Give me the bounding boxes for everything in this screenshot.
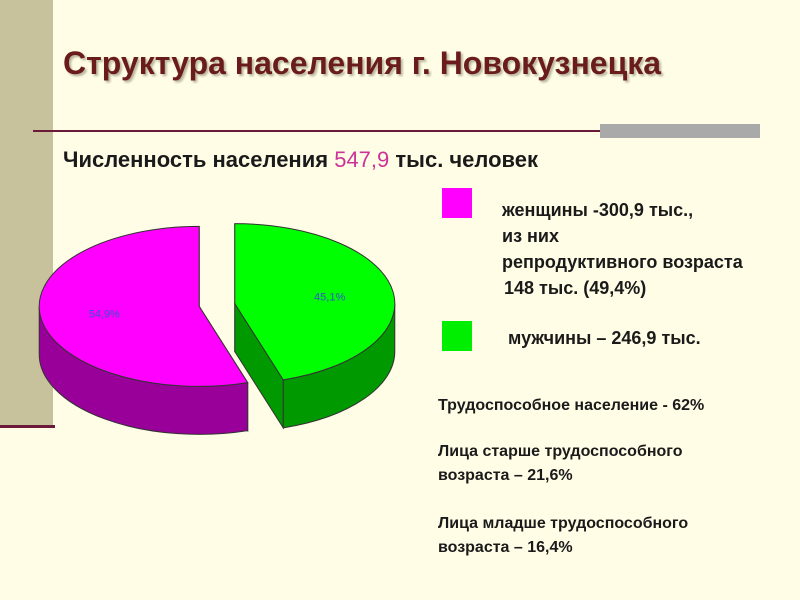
pie-slice-женщины: 54,9% — [38, 225, 249, 435]
legend-women-line: женщины -300,9 тыс., — [502, 200, 694, 220]
pie-slice-мужчины: 45,1% — [234, 223, 396, 430]
stat-line: Трудоспособное население - 62% — [438, 397, 705, 414]
population-value: 547,9 — [334, 147, 390, 172]
legend-men: мужчины – 246,9 тыс. — [508, 328, 701, 348]
decorative-side-line — [0, 425, 55, 428]
legend-women: женщины -300,9 тыс., из них репродуктивн… — [502, 197, 743, 301]
divider-accent-block — [600, 124, 760, 138]
stat-line: Лица старше трудоспособного — [438, 443, 683, 460]
stat-line: возраста – 16,4% — [438, 539, 573, 556]
pie-data-label: 54,9% — [89, 309, 120, 321]
slide-title: Структура населения г. Новокузнецка — [63, 45, 662, 81]
stat-line: Лица младше трудоспособного — [438, 515, 689, 532]
legend-swatch-men — [442, 321, 472, 351]
population-label: Численность населения — [63, 147, 329, 172]
stat-above-working-age: Лица старше трудоспособного возраста – 2… — [438, 440, 682, 488]
pie-data-label: 45,1% — [314, 291, 345, 303]
population-total: Численность населения 547,9 тыс. человек — [63, 147, 538, 173]
legend-women-line: из них — [502, 226, 559, 246]
stat-line: возраста – 21,6% — [438, 467, 573, 484]
stat-working-age: Трудоспособное население - 62% — [438, 394, 704, 418]
legend-women-line: 148 тыс. (49,4%) — [504, 278, 647, 298]
legend-swatch-women — [442, 188, 472, 218]
legend-women-line: репродуктивного возраста — [502, 252, 743, 272]
title-divider — [33, 130, 600, 132]
stat-below-working-age: Лица младше трудоспособного возраста – 1… — [438, 512, 688, 560]
population-unit: тыс. человек — [395, 147, 539, 172]
